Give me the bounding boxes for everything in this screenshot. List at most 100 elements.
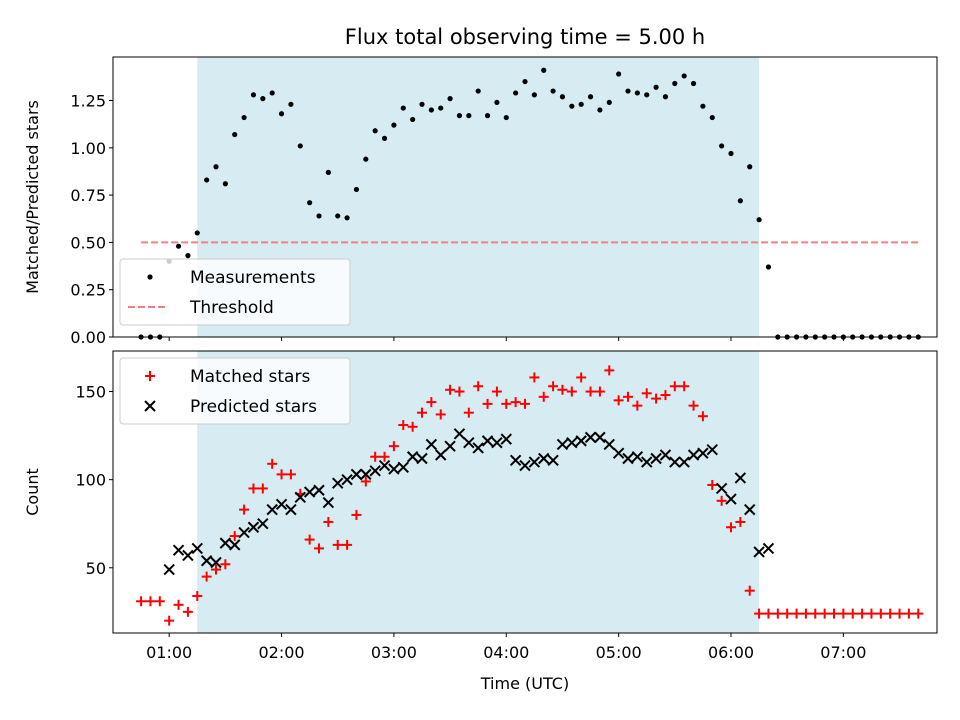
- matched-point: [913, 608, 924, 619]
- matched-point: [529, 372, 540, 383]
- predicted-point: [453, 428, 466, 440]
- predicted-point-b: [500, 433, 512, 445]
- legend-measurement-swatch: [147, 274, 153, 280]
- matched-point: [379, 451, 390, 462]
- measurement-point: [344, 215, 350, 221]
- measurement-point: [719, 143, 725, 149]
- measurement-point: [410, 116, 416, 123]
- predicted-point: [715, 482, 728, 495]
- matched-point: [473, 381, 484, 392]
- matched-point: [454, 386, 465, 397]
- measurement-point: [241, 114, 247, 121]
- matched-point: [548, 381, 559, 392]
- predicted-point: [294, 491, 306, 503]
- predicted-point: [229, 539, 241, 551]
- matched-point: [145, 596, 156, 607]
- matched-point: [810, 608, 821, 619]
- measurement-point: [307, 200, 313, 206]
- predicted-point: [612, 447, 625, 459]
- predicted-point-b: [397, 461, 409, 474]
- predicted-point: [556, 438, 569, 451]
- matched-point: [829, 608, 839, 619]
- predicted-point-b: [266, 503, 278, 516]
- legend-label: Predicted stars: [190, 397, 317, 417]
- predicted-point-b: [303, 486, 316, 498]
- predicted-point: [659, 449, 672, 461]
- legend: Measurements Threshold: [119, 258, 351, 326]
- measurement-point: [625, 88, 631, 94]
- x-tick-label: 06:00: [708, 643, 754, 662]
- predicted-point: [725, 493, 737, 505]
- predicted-point-b: [425, 438, 438, 451]
- y-tick-label: 100: [75, 471, 106, 490]
- predicted-point: [481, 435, 494, 447]
- measurement-point: [194, 230, 200, 236]
- predicted-point: [257, 518, 269, 530]
- predicted-point: [435, 449, 447, 461]
- predicted-point-b: [219, 537, 232, 549]
- predicted-point-b: [678, 456, 690, 468]
- predicted-point: [275, 498, 288, 511]
- measurement-point: [438, 105, 444, 111]
- matched-point: [154, 596, 165, 607]
- matched-point: [445, 384, 456, 395]
- y-axis-label: Count: [23, 468, 42, 516]
- matched-point: [782, 608, 793, 619]
- measurement-point: [353, 186, 360, 193]
- predicted-point: [687, 449, 700, 461]
- predicted-point: [509, 454, 522, 466]
- measurement-point: [559, 94, 566, 100]
- predicted-point-b: [294, 491, 306, 503]
- matched-point: [744, 585, 755, 596]
- measurement-point: [503, 114, 509, 121]
- measurement-point: [700, 103, 706, 109]
- predicted-point-b: [163, 563, 175, 576]
- predicted-point-b: [575, 435, 587, 447]
- predicted-point-b: [313, 484, 325, 496]
- predicted-point: [744, 503, 756, 516]
- predicted-point-b: [481, 435, 494, 447]
- predicted-point-b: [744, 503, 756, 516]
- matched-point: [735, 516, 746, 527]
- matched-point: [763, 608, 774, 619]
- legend-box: [119, 357, 351, 425]
- predicted-point-b: [584, 431, 597, 444]
- measurement-point: [747, 164, 753, 170]
- matched-point: [576, 372, 587, 383]
- predicted-point-b: [528, 456, 541, 468]
- measurement-point: [728, 150, 734, 157]
- predicted-point: [313, 484, 325, 496]
- matched-point: [501, 398, 512, 409]
- measurement-point: [213, 164, 219, 170]
- matched-point: [772, 608, 783, 619]
- matched-point: [417, 407, 427, 418]
- matched-point: [257, 483, 268, 494]
- matched-point: [885, 608, 896, 619]
- predicted-point-b: [285, 503, 297, 516]
- y-tick-label: 1.00: [70, 139, 106, 158]
- matched-point: [538, 391, 549, 402]
- predicted-point: [678, 456, 690, 468]
- measurement-point: [204, 177, 210, 183]
- predicted-point-b: [566, 436, 578, 449]
- y-tick-label: 1.25: [70, 92, 106, 111]
- matched-point: [398, 420, 409, 431]
- matched-point: [220, 559, 231, 570]
- matched-point: [491, 386, 502, 397]
- matched-point: [182, 606, 193, 617]
- y-tick-label: 150: [75, 383, 106, 402]
- predicted-point: [631, 451, 644, 463]
- predicted-point-b: [762, 542, 775, 555]
- predicted-point: [425, 438, 438, 451]
- measurement-point: [578, 101, 584, 107]
- predicted-point: [341, 473, 353, 486]
- predicted-point-b: [350, 468, 363, 481]
- predicted-point: [584, 431, 597, 444]
- matched-point: [314, 543, 324, 554]
- matched-point: [435, 409, 446, 420]
- predicted-point-b: [406, 451, 419, 463]
- measurement-point: [232, 131, 238, 138]
- predicted-point-b: [341, 473, 353, 486]
- predicted-point-b: [191, 542, 203, 555]
